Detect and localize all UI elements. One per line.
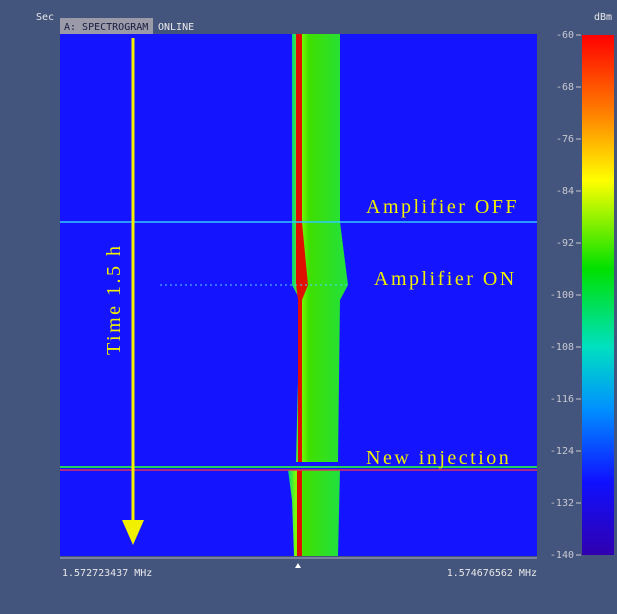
colorbar-tick-label: -108 (550, 342, 574, 353)
colorbar-tick-label: -140 (550, 550, 574, 561)
colorbar-tick-label: -68 (556, 82, 574, 93)
annotation: Amplifier ON (374, 268, 517, 290)
colorbar-tick-label: -60 (556, 30, 574, 41)
colorbar-tick-label: -76 (556, 134, 574, 145)
colorbar (582, 35, 614, 555)
colorbar-tick-label: -116 (550, 394, 574, 405)
colorbar-tick-label: -124 (550, 446, 574, 457)
colorbar-tick-label: -100 (550, 290, 574, 301)
status: ONLINE (158, 22, 194, 33)
time-label: Time 1.5 h (103, 243, 125, 355)
time-arrow (122, 38, 144, 545)
y-unit: Sec (36, 12, 54, 23)
colorbar-tick-label: -92 (556, 238, 574, 249)
x-start: 1.572723437 MHz (62, 568, 152, 579)
colorbar-unit: dBm (594, 12, 612, 23)
tab-label[interactable]: A: SPECTROGRAM (64, 22, 148, 33)
marker[interactable] (295, 563, 301, 568)
annotation: Amplifier OFF (366, 196, 519, 218)
x-end: 1.574676562 MHz (447, 568, 537, 579)
colorbar-tick-label: -132 (550, 498, 574, 509)
colorbar-tick-label: -84 (556, 186, 574, 197)
annotation: New injection (366, 447, 511, 469)
tab[interactable] (60, 18, 153, 34)
signal-trace (60, 34, 537, 556)
